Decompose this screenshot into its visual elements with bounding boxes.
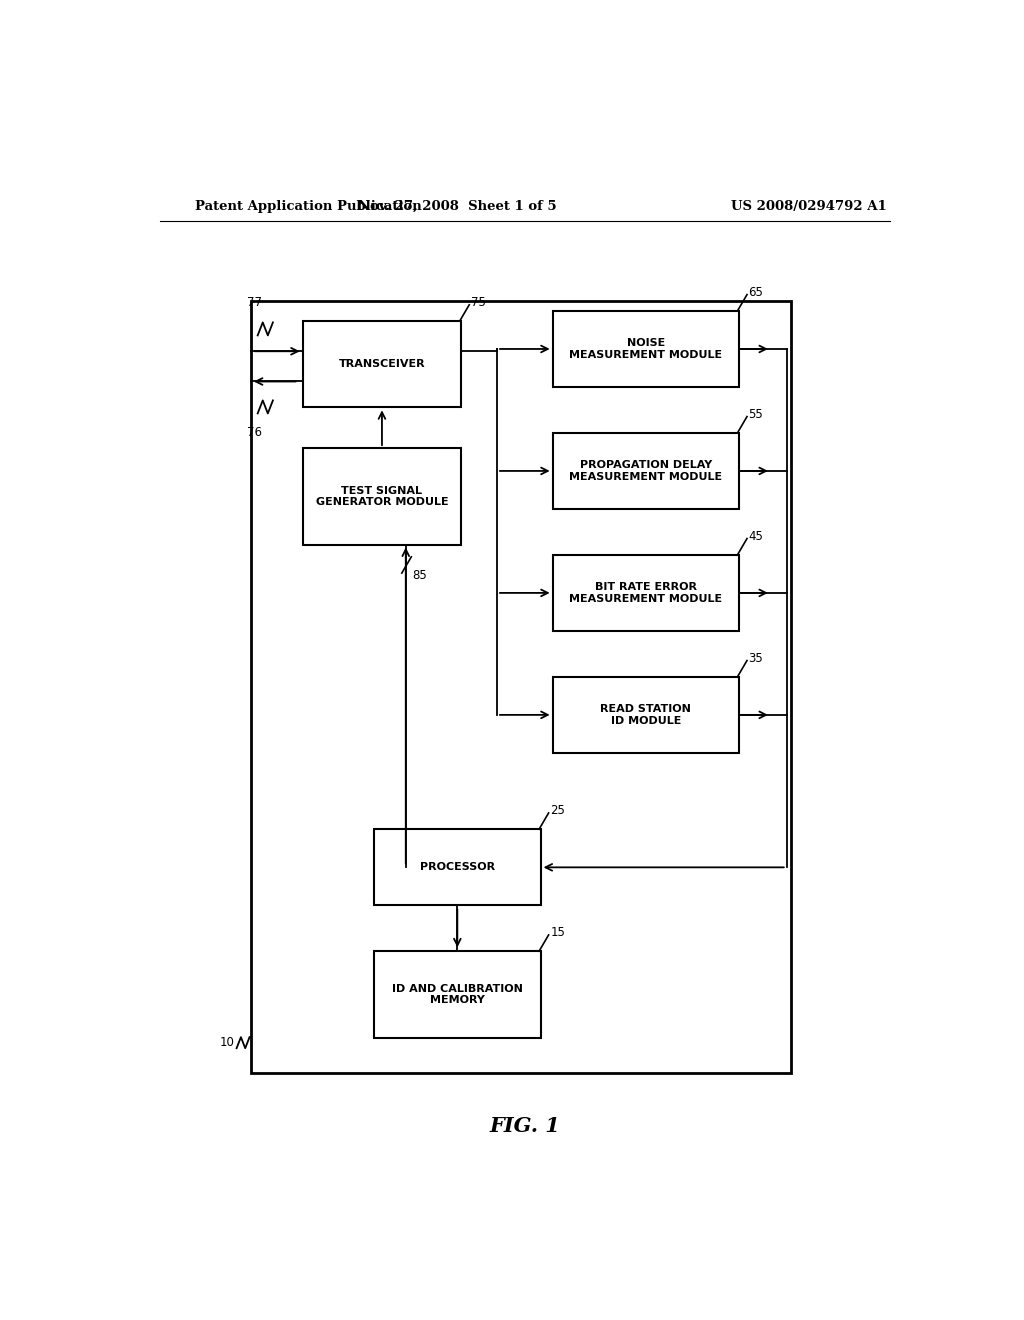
Bar: [553, 433, 739, 510]
Text: 25: 25: [550, 804, 565, 817]
Text: TEST SIGNAL
GENERATOR MODULE: TEST SIGNAL GENERATOR MODULE: [315, 486, 449, 507]
Text: 75: 75: [471, 296, 485, 309]
Text: 10: 10: [219, 1036, 234, 1049]
Text: PROCESSOR: PROCESSOR: [420, 862, 495, 873]
Bar: [374, 829, 541, 906]
Bar: [303, 321, 461, 408]
Text: 85: 85: [412, 569, 427, 582]
Bar: [553, 677, 739, 752]
Text: 15: 15: [550, 927, 565, 939]
Bar: [303, 447, 461, 545]
Text: 76: 76: [247, 426, 262, 438]
Bar: [553, 554, 739, 631]
Text: 65: 65: [749, 285, 764, 298]
Text: 55: 55: [749, 408, 763, 421]
Text: Nov. 27, 2008  Sheet 1 of 5: Nov. 27, 2008 Sheet 1 of 5: [358, 199, 557, 213]
Text: 77: 77: [247, 296, 262, 309]
Bar: [251, 301, 791, 1073]
Text: TRANSCEIVER: TRANSCEIVER: [339, 359, 425, 370]
Text: 45: 45: [749, 529, 764, 543]
Text: Patent Application Publication: Patent Application Publication: [196, 199, 422, 213]
Text: FIG. 1: FIG. 1: [489, 1115, 560, 1137]
Text: ID AND CALIBRATION
MEMORY: ID AND CALIBRATION MEMORY: [392, 983, 523, 1006]
Text: BIT RATE ERROR
MEASUREMENT MODULE: BIT RATE ERROR MEASUREMENT MODULE: [569, 582, 722, 603]
Text: PROPAGATION DELAY
MEASUREMENT MODULE: PROPAGATION DELAY MEASUREMENT MODULE: [569, 461, 722, 482]
Text: NOISE
MEASUREMENT MODULE: NOISE MEASUREMENT MODULE: [569, 338, 722, 360]
Bar: [374, 952, 541, 1038]
Text: READ STATION
ID MODULE: READ STATION ID MODULE: [600, 704, 691, 726]
Bar: [553, 312, 739, 387]
Text: 35: 35: [749, 652, 763, 664]
Text: US 2008/0294792 A1: US 2008/0294792 A1: [731, 199, 887, 213]
